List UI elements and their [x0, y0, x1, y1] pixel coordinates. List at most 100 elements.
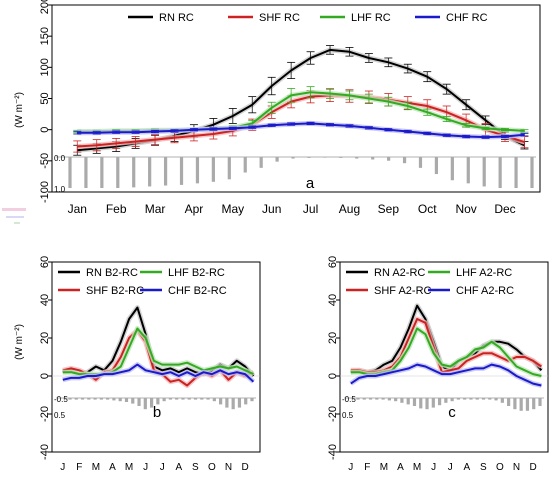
- bar-mark: [227, 157, 231, 180]
- bar-mark: [219, 398, 223, 405]
- series-line-shf: [77, 94, 525, 148]
- x-tick-label: Sep: [378, 202, 400, 216]
- x-tick-label: F: [364, 462, 370, 473]
- bar-mark: [507, 398, 511, 406]
- bar-mark: [244, 398, 248, 405]
- bar-mark: [200, 398, 204, 400]
- bar-mark: [137, 398, 141, 406]
- y-tick-label: 100: [39, 58, 51, 76]
- legend-entry: RN RC: [159, 12, 194, 24]
- y-tick-label: 150: [39, 27, 51, 45]
- bar-mark: [100, 157, 104, 188]
- y-tick-label: -20: [327, 406, 339, 422]
- bar-mark: [482, 157, 486, 187]
- y-axis-label: (W m⁻²): [14, 324, 25, 360]
- x-tick-label: N: [225, 462, 232, 473]
- legend-entry: CHF B2-RC: [168, 285, 227, 297]
- x-tick-label: Mar: [145, 202, 166, 216]
- bar-mark: [74, 398, 78, 400]
- bar-mark: [419, 398, 423, 409]
- y-tick-label: 60: [39, 256, 51, 268]
- bar-mark: [356, 398, 360, 400]
- bar-mark: [175, 398, 179, 400]
- x-tick-label: Oct: [418, 202, 437, 216]
- bar-mark: [519, 398, 523, 411]
- legend-entry: RN B2-RC: [86, 267, 138, 279]
- bar-mark: [475, 398, 479, 400]
- y-axis-label: (W m⁻²): [14, 92, 25, 128]
- bar-mark: [291, 157, 295, 159]
- x-tick-label: F: [76, 462, 82, 473]
- panel-label: a: [306, 175, 315, 192]
- y-tick-label: 50: [39, 92, 51, 104]
- bar-mark: [339, 157, 343, 158]
- x-tick-label: J: [160, 462, 165, 473]
- bar-mark: [243, 157, 247, 173]
- x-tick-label: J: [143, 462, 148, 473]
- legend-entry: SHF B2-RC: [86, 285, 144, 297]
- bar-axis-top-label: -0.5: [342, 395, 356, 404]
- bar-mark: [381, 398, 385, 400]
- bar-mark: [406, 398, 410, 405]
- y-tick-label: 0: [39, 373, 51, 379]
- bar-mark: [68, 398, 72, 400]
- bar-mark: [394, 398, 398, 402]
- y-tick-label: 200: [39, 0, 51, 14]
- bar-mark: [68, 157, 72, 188]
- legend-entry: LHF RC: [351, 12, 391, 24]
- bar-mark: [463, 398, 467, 400]
- bar-mark: [387, 157, 391, 161]
- bar-mark: [456, 398, 461, 400]
- bar-axis-bottom-label: 1.0: [54, 185, 66, 194]
- bar-mark: [131, 398, 135, 404]
- bar-mark: [425, 398, 429, 410]
- y-tick-label: 40: [327, 294, 339, 306]
- x-tick-label: D: [529, 462, 536, 473]
- legend-entry: CHF A2-RC: [456, 285, 514, 297]
- bar-mark: [212, 398, 216, 402]
- bar-mark: [355, 157, 359, 159]
- plot-frame: [51, 261, 261, 453]
- x-tick-label: M: [92, 462, 100, 473]
- bar-mark: [450, 157, 454, 181]
- x-tick-label: Jul: [303, 202, 318, 216]
- bar-mark: [307, 157, 311, 158]
- bar-mark: [84, 157, 88, 188]
- series-line-rn: [350, 304, 543, 374]
- bar-mark: [362, 398, 366, 400]
- x-tick-label: Apr: [185, 202, 204, 216]
- bar-mark: [387, 398, 391, 401]
- bar-mark: [538, 398, 542, 406]
- bar-mark: [163, 157, 168, 186]
- bar-mark: [494, 398, 498, 401]
- panel-label: c: [448, 404, 456, 421]
- bar-axis-top-label: 0.0: [54, 154, 66, 163]
- y-tick-label: 40: [39, 294, 51, 306]
- series-line-chf: [62, 363, 255, 383]
- legend-entry: LHF A2-RC: [456, 267, 512, 279]
- x-tick-label: D: [241, 462, 248, 473]
- bar-mark: [225, 398, 229, 408]
- bar-mark: [466, 157, 470, 184]
- bar-mark: [532, 398, 536, 410]
- bar-mark: [431, 398, 435, 408]
- bar-mark: [418, 157, 423, 168]
- bar-mark: [187, 398, 191, 400]
- x-tick-label: May: [221, 202, 244, 216]
- x-tick-label: M: [125, 462, 133, 473]
- bar-mark: [179, 157, 184, 185]
- x-tick-label: J: [448, 462, 453, 473]
- artefact-mark: [6, 216, 24, 218]
- bar-mark: [450, 398, 454, 402]
- legend-entry: CHF RC: [446, 12, 488, 24]
- x-tick-label: Jan: [68, 202, 87, 216]
- bar-mark: [231, 398, 235, 410]
- y-tick-label: -20: [39, 406, 51, 422]
- bar-axis-top-label: -0.5: [54, 395, 68, 404]
- bar-mark: [132, 157, 136, 188]
- bar-mark: [162, 398, 166, 402]
- bar-mark: [181, 398, 185, 400]
- x-tick-label: J: [431, 462, 436, 473]
